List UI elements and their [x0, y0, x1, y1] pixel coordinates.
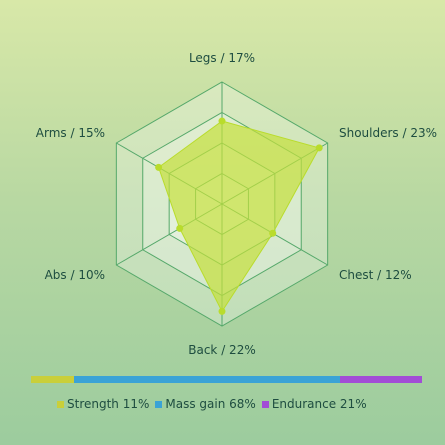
legend-label: Mass gain 68%	[165, 397, 256, 411]
legend-item: Mass gain 68%	[155, 397, 256, 411]
radar-series	[155, 117, 323, 315]
legend: Strength 11% Mass gain 68% Endurance 21%	[57, 395, 427, 413]
data-point	[315, 144, 323, 152]
data-point	[269, 229, 277, 237]
legend-item: Endurance 21%	[261, 397, 367, 411]
data-point	[218, 117, 226, 125]
legend-swatch	[261, 400, 269, 408]
axis-label: Arms / 15%	[36, 126, 105, 140]
legend-swatch	[155, 400, 163, 408]
radar-chart: Legs / 17% Shoulders / 23% Chest / 12% Back…	[36, 51, 437, 357]
distribution-bar	[31, 376, 422, 383]
axis-label: Legs / 17%	[189, 51, 255, 65]
data-point	[155, 163, 163, 171]
axis-label: Shoulders / 23%	[339, 126, 437, 140]
bar-segment	[74, 376, 340, 383]
axis-label: Back / 22%	[188, 343, 255, 357]
data-point	[176, 224, 184, 232]
radar-axis-labels: Legs / 17% Shoulders / 23% Chest / 12% Back…	[36, 51, 437, 357]
legend-label: Strength 11%	[67, 397, 150, 411]
axis-label: Abs / 10%	[45, 268, 105, 282]
bar-segment	[31, 376, 74, 383]
bar-segment	[339, 376, 422, 383]
data-point	[218, 307, 226, 315]
legend-item: Strength 11%	[57, 397, 149, 411]
legend-swatch	[57, 400, 64, 408]
axis-label: Chest / 12%	[339, 268, 412, 282]
legend-label: Endurance 21%	[271, 397, 367, 411]
